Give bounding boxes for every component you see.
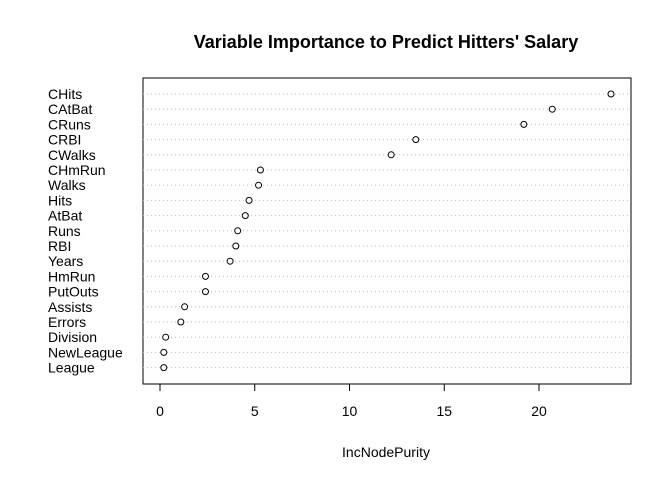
data-point [160,348,168,356]
data-point [548,105,556,113]
x-tick-label: 10 [342,403,358,419]
category-label: Errors [48,314,86,330]
category-label: CHits [48,86,82,102]
category-label: PutOuts [48,284,99,300]
category-label: NewLeague [48,344,123,360]
data-point [162,333,170,341]
x-tick-label: 15 [436,403,452,419]
data-point [241,212,249,220]
category-label: League [48,360,95,376]
category-label: AtBat [48,208,82,224]
data-point [412,136,420,144]
data-point [256,166,264,174]
category-label: CAtBat [48,101,92,117]
data-point [234,227,242,235]
data-point [245,196,253,204]
data-point [201,288,209,296]
category-label: Walks [48,177,86,193]
category-label: HmRun [48,268,95,284]
data-point [226,257,234,265]
category-label: Runs [48,223,81,239]
category-label: Years [48,253,83,269]
category-label: CWalks [48,147,96,163]
data-point [520,120,528,128]
data-point [177,318,185,326]
category-label: CRuns [48,116,91,132]
x-tick-label: 0 [156,403,164,419]
category-label: RBI [48,238,71,254]
data-points [160,90,615,372]
data-point [607,90,615,98]
chart-title: Variable Importance to Predict Hitters' … [194,32,578,52]
data-point [232,242,240,250]
data-point [255,181,263,189]
x-axis-title: IncNodePurity [342,444,430,460]
x-tick-label: 5 [251,403,259,419]
data-point [181,303,189,311]
category-label: CRBI [48,132,81,148]
category-label: Assists [48,299,92,315]
data-point [201,272,209,280]
data-point [387,151,395,159]
x-tick-label: 20 [531,403,547,419]
x-axis: 0 5 10 15 20 [156,383,547,419]
category-label: Hits [48,192,72,208]
category-labels: CHitsCAtBatCRunsCRBICWalksCHmRunWalksHit… [48,86,123,376]
category-label: Division [48,329,97,345]
data-point [160,364,168,372]
category-label: CHmRun [48,162,106,178]
grid-lines [143,93,631,369]
